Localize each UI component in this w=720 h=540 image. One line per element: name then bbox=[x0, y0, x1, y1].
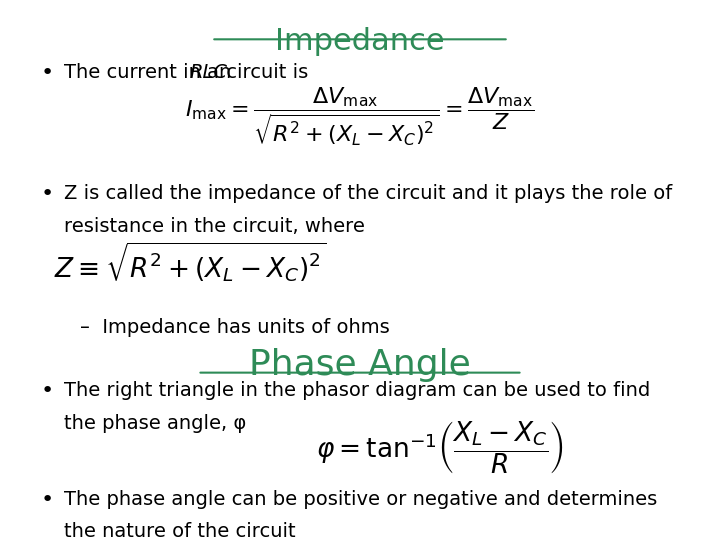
Text: the phase angle, φ: the phase angle, φ bbox=[64, 414, 246, 433]
Text: Impedance: Impedance bbox=[275, 28, 445, 56]
Text: Phase Angle: Phase Angle bbox=[249, 348, 471, 382]
Text: Z is called the impedance of the circuit and it plays the role of: Z is called the impedance of the circuit… bbox=[64, 185, 672, 204]
Text: •: • bbox=[40, 381, 54, 401]
Text: –  Impedance has units of ohms: – Impedance has units of ohms bbox=[80, 318, 390, 337]
Text: The phase angle can be positive or negative and determines: The phase angle can be positive or negat… bbox=[64, 490, 657, 509]
Text: $\varphi = \tan^{-1}\!\left(\dfrac{X_L - X_C}{R}\right)$: $\varphi = \tan^{-1}\!\left(\dfrac{X_L -… bbox=[315, 419, 564, 476]
Text: •: • bbox=[40, 63, 54, 83]
Text: resistance in the circuit, where: resistance in the circuit, where bbox=[64, 217, 365, 235]
Text: RLC: RLC bbox=[190, 63, 228, 82]
Text: •: • bbox=[40, 490, 54, 510]
Text: •: • bbox=[40, 185, 54, 205]
Text: The current in an: The current in an bbox=[64, 63, 238, 82]
Text: $I_{\mathrm{max}} = \dfrac{\Delta V_{\mathrm{max}}}{\sqrt{R^2 + (X_L - X_C)^2}} : $I_{\mathrm{max}} = \dfrac{\Delta V_{\ma… bbox=[185, 86, 535, 148]
Text: circuit is: circuit is bbox=[220, 63, 308, 82]
Text: $Z \equiv \sqrt{R^2 + (X_L - X_C)^2}$: $Z \equiv \sqrt{R^2 + (X_L - X_C)^2}$ bbox=[55, 240, 327, 284]
Text: the nature of the circuit: the nature of the circuit bbox=[64, 523, 296, 540]
Text: The right triangle in the phasor diagram can be used to find: The right triangle in the phasor diagram… bbox=[64, 381, 650, 401]
